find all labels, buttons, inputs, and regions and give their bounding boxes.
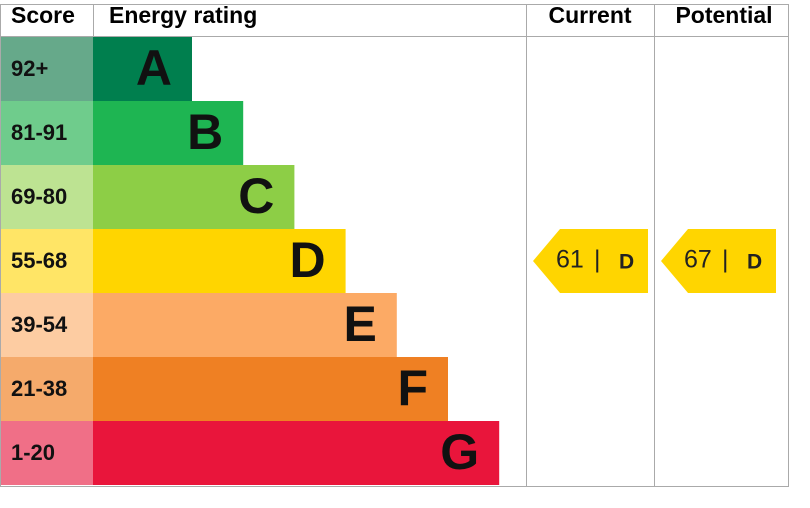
score-label: 81-91 [11,120,67,145]
score-label: 69-80 [11,184,67,209]
rating-bar [93,229,346,293]
score-label: 92+ [11,56,48,81]
current-band: D [619,251,634,274]
score-cell [1,101,93,165]
rating-letter: D [289,232,325,288]
rating-letter: C [238,168,274,224]
header-potential: Potential [675,2,772,28]
rating-letter: G [440,424,479,480]
score-cell [1,357,93,421]
header-current: Current [548,2,631,28]
rating-bar [93,165,295,229]
rating-bar [93,421,500,485]
potential-value: 67 [684,246,712,274]
header-score: Score [11,2,75,28]
score-label: 55-68 [11,248,67,273]
rating-bar [93,357,448,421]
rating-letter: E [343,296,376,352]
rating-letter: A [136,40,172,96]
current-arrow [533,229,648,293]
score-label: 1-20 [11,440,55,465]
rating-bar [93,37,192,101]
score-cell [1,165,93,229]
current-separator: | [594,246,601,274]
score-cell [1,421,93,485]
score-label: 21-38 [11,376,67,401]
score-cell [1,37,93,101]
potential-separator: | [722,246,729,274]
score-cell [1,293,93,357]
score-cell [1,229,93,293]
rating-bar [93,101,244,165]
rating-letter: B [187,104,223,160]
current-value: 61 [556,246,584,274]
potential-arrow [661,229,776,293]
score-label: 39-54 [11,312,68,337]
potential-band: D [747,251,762,274]
rating-letter: F [397,360,428,416]
rating-bar [93,293,397,357]
header-rating: Energy rating [109,2,257,28]
